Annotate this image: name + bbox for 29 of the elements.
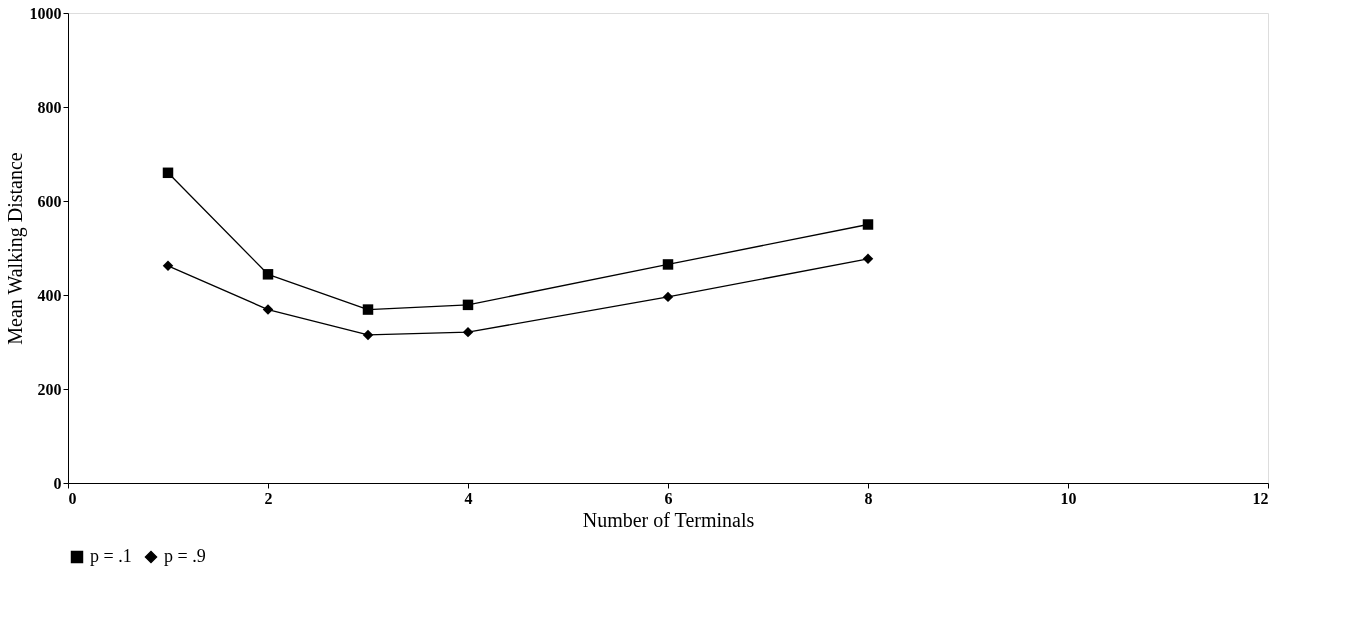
x-tick-label: 12 — [1252, 489, 1269, 507]
x-tick-label: 10 — [1060, 489, 1077, 507]
y-tick-label: 1000 — [29, 4, 62, 22]
point — [262, 304, 274, 315]
point — [362, 304, 374, 315]
y-tick-label: 600 — [37, 192, 62, 210]
point — [262, 269, 274, 280]
point — [862, 219, 874, 230]
point — [462, 299, 474, 311]
legend-label: p = .9 — [164, 546, 206, 566]
point — [162, 260, 174, 272]
y-tick-label: 400 — [37, 286, 62, 304]
y-tick-label: 200 — [37, 380, 62, 398]
x-tick-label: 8 — [864, 489, 873, 507]
point — [862, 253, 874, 265]
point — [662, 291, 674, 303]
y-tick-label: 0 — [53, 474, 62, 492]
legend-label: p = .1 — [90, 546, 132, 566]
x-tick-label: 2 — [264, 489, 273, 507]
point — [462, 326, 474, 338]
point — [662, 259, 674, 270]
y-tick-label: 800 — [37, 98, 62, 116]
x-axis-title: Number of Terminals — [582, 508, 755, 531]
point — [162, 167, 174, 179]
x-tick-label: 0 — [68, 489, 77, 507]
point — [362, 329, 374, 341]
y-axis-title: Mean Walking Distance — [3, 152, 27, 345]
x-tick-label: 4 — [464, 489, 473, 507]
x-tick-label: 6 — [664, 489, 673, 507]
